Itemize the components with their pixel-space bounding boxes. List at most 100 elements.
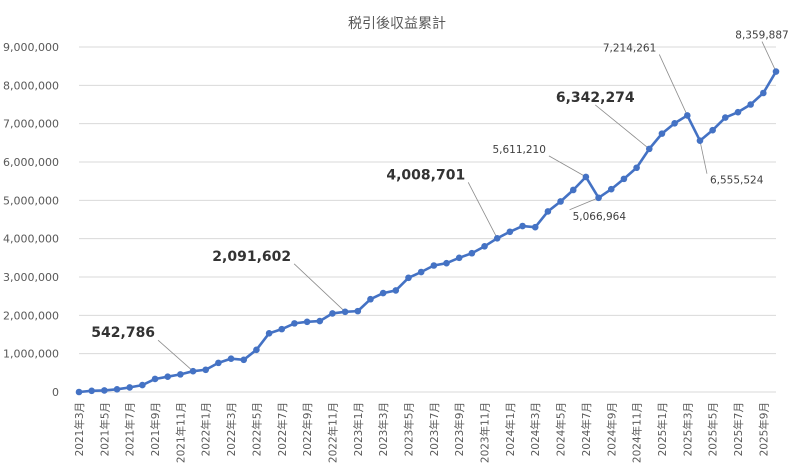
- annotation-leader-line: [569, 197, 599, 211]
- x-tick-label: 2023年5月: [402, 402, 415, 456]
- x-tick-label: 2022年9月: [301, 402, 314, 456]
- y-tick-label: 7,000,000: [3, 118, 59, 131]
- annotation-leader-line: [467, 182, 498, 239]
- x-tick-label: 2022年5月: [250, 402, 263, 456]
- data-point: [177, 371, 184, 378]
- data-label: 4,008,701: [386, 167, 465, 183]
- annotation-leader-line: [658, 54, 688, 116]
- data-point: [468, 249, 476, 257]
- data-point: [683, 112, 691, 119]
- data-point: [417, 268, 425, 276]
- y-tick-label: 4,000,000: [3, 233, 59, 246]
- data-label: 2,091,602: [212, 249, 291, 265]
- data-point: [722, 114, 729, 121]
- data-label: 8,359,887: [735, 30, 788, 42]
- data-point: [671, 119, 678, 127]
- y-tick-label: 3,000,000: [3, 271, 59, 284]
- data-point: [88, 387, 95, 395]
- data-label: 5,611,210: [492, 144, 545, 156]
- data-point: [595, 194, 602, 202]
- x-tick-label: 2024年1月: [504, 402, 517, 456]
- data-point: [455, 254, 463, 262]
- data-point: [265, 330, 273, 337]
- annotation-leader-line: [548, 155, 587, 178]
- x-tick-label: 2021年7月: [124, 402, 137, 456]
- data-label: 7,214,261: [603, 42, 656, 54]
- data-point: [240, 356, 248, 364]
- x-tick-label: 2023年11月: [479, 402, 492, 463]
- data-point: [392, 287, 400, 294]
- y-tick-label: 0: [52, 386, 59, 399]
- annotation-leader-line: [157, 339, 194, 372]
- data-point: [329, 310, 336, 317]
- data-point: [519, 222, 526, 230]
- data-point: [620, 175, 628, 183]
- data-point: [75, 388, 83, 396]
- data-point: [760, 89, 767, 97]
- data-point: [506, 228, 514, 236]
- x-tick-label: 2025年1月: [656, 402, 669, 456]
- x-tick-label: 2021年5月: [98, 402, 111, 456]
- data-point: [253, 346, 260, 354]
- data-label: 6,342,274: [556, 90, 635, 106]
- data-point: [544, 208, 552, 215]
- data-point: [202, 366, 210, 374]
- data-point: [354, 307, 362, 315]
- data-point: [341, 308, 349, 316]
- annotation-leader-lines: [157, 41, 777, 372]
- data-point: [772, 68, 780, 75]
- x-tick-label: 2021年3月: [73, 402, 86, 456]
- y-tick-label: 6,000,000: [3, 156, 59, 169]
- y-axis-tick-labels: 0 1,000,000 2,000,000 3,000,000 4,000,000 5,0…: [3, 41, 59, 399]
- x-tick-label: 2024年5月: [555, 402, 568, 456]
- data-point: [709, 126, 716, 134]
- x-tick-label: 2023年9月: [453, 402, 466, 456]
- annotation-leader-line: [595, 104, 650, 150]
- y-tick-label: 2,000,000: [3, 309, 59, 322]
- data-point: [101, 387, 108, 394]
- x-tick-label: 2022年11月: [326, 402, 339, 463]
- data-label: 542,786: [91, 325, 155, 341]
- data-point: [303, 318, 311, 326]
- x-tick-label: 2023年7月: [428, 402, 441, 456]
- data-point: [531, 223, 539, 231]
- data-point: [164, 373, 172, 380]
- data-point: [696, 137, 704, 145]
- x-tick-label: 2024年11月: [631, 402, 644, 463]
- x-axis-tick-labels: 2021年3月 2021年5月 2021年7月 2021年9月 2021年11月 2022…: [73, 402, 770, 463]
- y-tick-label: 8,000,000: [3, 79, 59, 92]
- annotation-leader-line: [293, 263, 346, 313]
- data-point: [316, 317, 324, 325]
- data-point: [430, 262, 438, 269]
- x-tick-label: 2023年3月: [377, 402, 390, 456]
- data-label: 6,555,524: [710, 175, 764, 187]
- series-line: [78, 70, 778, 394]
- x-tick-label: 2021年9月: [149, 402, 162, 456]
- data-point: [557, 198, 564, 205]
- data-point: [405, 274, 412, 282]
- x-tick-label: 2024年3月: [529, 402, 542, 456]
- x-tick-label: 2025年9月: [757, 402, 770, 456]
- y-tick-label: 1,000,000: [3, 348, 59, 361]
- x-tick-label: 2025年7月: [732, 402, 745, 456]
- y-tick-label: 5,000,000: [3, 194, 59, 207]
- data-point: [633, 164, 640, 172]
- x-tick-label: 2024年7月: [580, 402, 593, 456]
- x-tick-label: 2025年5月: [707, 402, 720, 456]
- data-label: 5,066,964: [573, 211, 627, 223]
- x-tick-label: 2022年1月: [200, 402, 213, 456]
- data-point: [645, 145, 653, 153]
- x-tick-label: 2024年9月: [605, 402, 618, 456]
- data-point: [215, 359, 222, 367]
- grid-layer: [79, 46, 776, 393]
- data-label-layer: 542,786 2,091,602 4,008,701 5,611,210 5,066,…: [91, 30, 788, 342]
- x-tick-label: 2023年1月: [352, 402, 365, 456]
- data-point: [139, 381, 146, 389]
- chart-title: 税引後収益累計: [348, 16, 446, 32]
- data-point: [569, 186, 577, 194]
- x-tick-label: 2022年3月: [225, 402, 238, 456]
- data-point: [734, 108, 742, 116]
- data-point: [151, 375, 159, 383]
- data-point: [582, 173, 590, 181]
